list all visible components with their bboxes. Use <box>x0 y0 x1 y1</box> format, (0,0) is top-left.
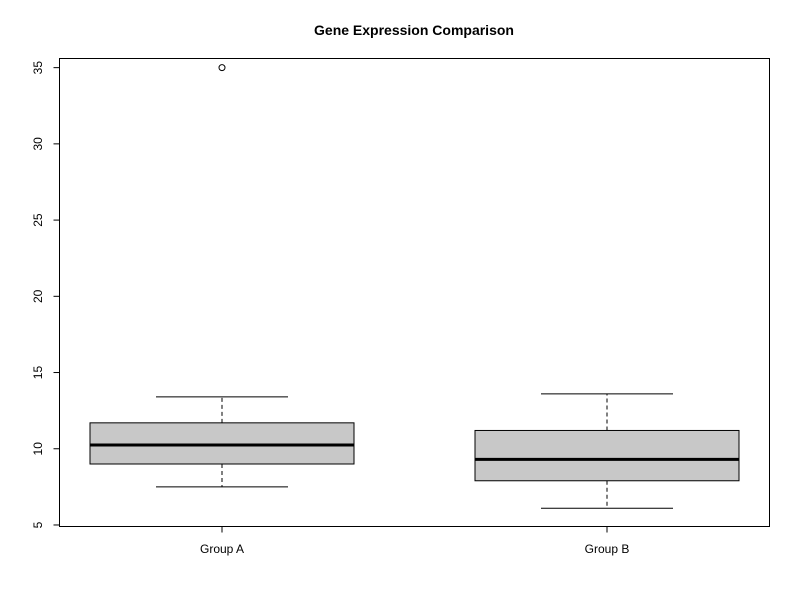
y-axis: 5 10 15 20 25 30 35 <box>31 61 60 528</box>
x-tick-label: Group B <box>585 542 630 556</box>
box-group <box>474 393 740 509</box>
y-tick-label: 5 <box>31 521 45 528</box>
iqr-box <box>89 422 355 465</box>
iqr-box <box>474 429 740 482</box>
y-tick-label: 30 <box>31 137 45 151</box>
box-group <box>89 64 355 488</box>
chart-title: Gene Expression Comparison <box>314 22 514 38</box>
y-tick-label: 20 <box>31 289 45 303</box>
y-tick-label: 10 <box>31 442 45 456</box>
y-tick-label: 15 <box>31 366 45 380</box>
y-tick-label: 25 <box>31 213 45 227</box>
x-axis: Group A Group B <box>200 526 630 556</box>
boxes <box>89 64 740 509</box>
x-tick-label: Group A <box>200 542 244 556</box>
y-tick-label: 35 <box>31 61 45 75</box>
outlier-point <box>218 64 226 72</box>
